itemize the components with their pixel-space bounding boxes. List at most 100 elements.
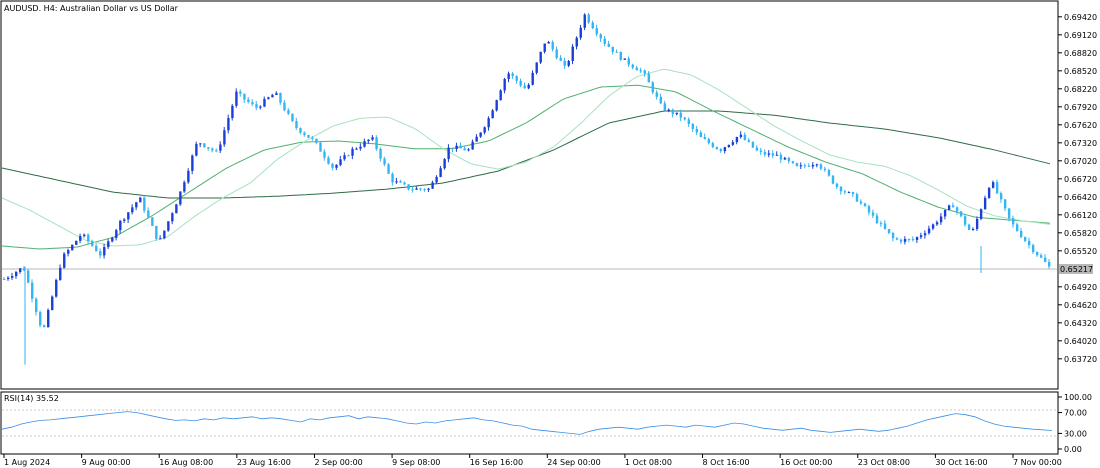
candle-body: [831, 175, 835, 184]
y-tick-label: 0.64020: [1064, 337, 1097, 346]
y-tick-label: 0.65520: [1064, 247, 1097, 256]
candle-body: [167, 221, 170, 231]
candle-body: [359, 146, 362, 149]
candle-body: [923, 233, 927, 236]
candle-body: [111, 237, 114, 242]
candle-body: [607, 43, 610, 47]
candle-body: [1011, 218, 1015, 225]
candle-body: [999, 193, 1003, 200]
candle-body: [115, 230, 118, 238]
candle-body: [587, 14, 590, 23]
candle-body: [619, 52, 622, 60]
x-tick-label: 8 Oct 16:00: [703, 458, 750, 467]
candle-body: [779, 154, 783, 160]
main-panel-frame: [0, 0, 1059, 390]
candle-body: [463, 148, 466, 151]
candle-body: [967, 224, 971, 230]
candle-body: [743, 134, 747, 140]
rsi-panel-frame: [0, 391, 1059, 455]
candle-body: [547, 42, 550, 44]
candle-body: [915, 237, 919, 240]
candle-body: [43, 325, 46, 328]
candle-body: [99, 251, 102, 256]
candle-body: [555, 49, 558, 58]
candle-body: [59, 267, 62, 280]
candle-body: [875, 215, 879, 224]
candle-body: [839, 186, 843, 192]
candle-body: [3, 279, 6, 280]
candle-body: [295, 121, 298, 128]
candle-body: [767, 153, 771, 155]
candle-body: [87, 234, 90, 242]
candle-body: [451, 147, 454, 150]
candle-body: [971, 228, 975, 230]
candle-body: [691, 123, 695, 130]
candle-body: [215, 150, 218, 152]
candle-body: [895, 238, 899, 240]
candle-body: [319, 142, 322, 152]
candle-body: [711, 143, 715, 148]
candle-body: [479, 132, 482, 137]
candle-body: [259, 106, 262, 108]
candle-body: [91, 241, 94, 246]
candle-body: [311, 137, 314, 139]
candle-body: [235, 91, 238, 106]
candle-body: [791, 161, 795, 164]
candle-body: [323, 151, 326, 158]
candle-body: [223, 130, 226, 145]
candle-body: [231, 105, 234, 119]
candle-body: [787, 157, 791, 162]
candle-body: [27, 270, 30, 283]
x-tick-label: 16 Aug 08:00: [159, 458, 213, 467]
candle-body: [603, 38, 606, 44]
candle-body: [11, 276, 14, 278]
candle-body: [899, 239, 903, 242]
y-tick-label: 0.69120: [1064, 31, 1097, 40]
candle-body: [755, 147, 759, 151]
y-tick-label: 0.67020: [1064, 157, 1097, 166]
x-tick-label: 23 Aug 16:00: [237, 458, 291, 467]
candle-body: [631, 64, 634, 68]
candle-body: [823, 168, 827, 171]
candle-body: [255, 104, 258, 108]
candle-body: [879, 223, 883, 225]
candle-body: [647, 73, 651, 83]
y-tick-label: 0.64920: [1064, 283, 1097, 292]
candle-body: [35, 298, 38, 313]
candle-body: [615, 51, 618, 53]
candle-body: [1047, 261, 1051, 267]
candle-body: [847, 192, 851, 194]
candle-body: [571, 46, 574, 61]
candle-body: [943, 209, 947, 217]
candle-body: [679, 112, 683, 118]
candle-body: [1003, 199, 1007, 209]
candle-body: [983, 197, 987, 210]
candle-body: [887, 229, 891, 233]
candle-body: [391, 173, 394, 183]
candle-body: [563, 60, 566, 66]
candle-body: [123, 219, 126, 221]
candle-body: [63, 253, 66, 268]
candle-body: [531, 72, 534, 85]
x-tick-label: 1 Aug 2024: [4, 458, 50, 467]
candle-body: [883, 223, 887, 230]
x-tick-label: 16 Sep 16:00: [470, 458, 523, 467]
candle-body: [515, 76, 518, 81]
candle-body: [419, 188, 422, 190]
candle-body: [467, 149, 470, 151]
candle-body: [447, 147, 450, 160]
rsi-tick-label: 30.00: [1064, 429, 1087, 438]
x-tick-label: 9 Sep 08:00: [392, 458, 440, 467]
candle-body: [39, 312, 42, 326]
candle-body: [867, 206, 871, 213]
candle-body: [119, 220, 122, 231]
candle-body: [83, 234, 86, 237]
candle-body: [79, 236, 82, 241]
y-tick-label: 0.68820: [1064, 49, 1097, 58]
candle-body: [579, 27, 582, 38]
y-tick-label: 0.65820: [1064, 229, 1097, 238]
candle-body: [15, 271, 18, 277]
x-tick-label: 30 Oct 16:00: [935, 458, 987, 467]
candle-body: [663, 103, 667, 111]
